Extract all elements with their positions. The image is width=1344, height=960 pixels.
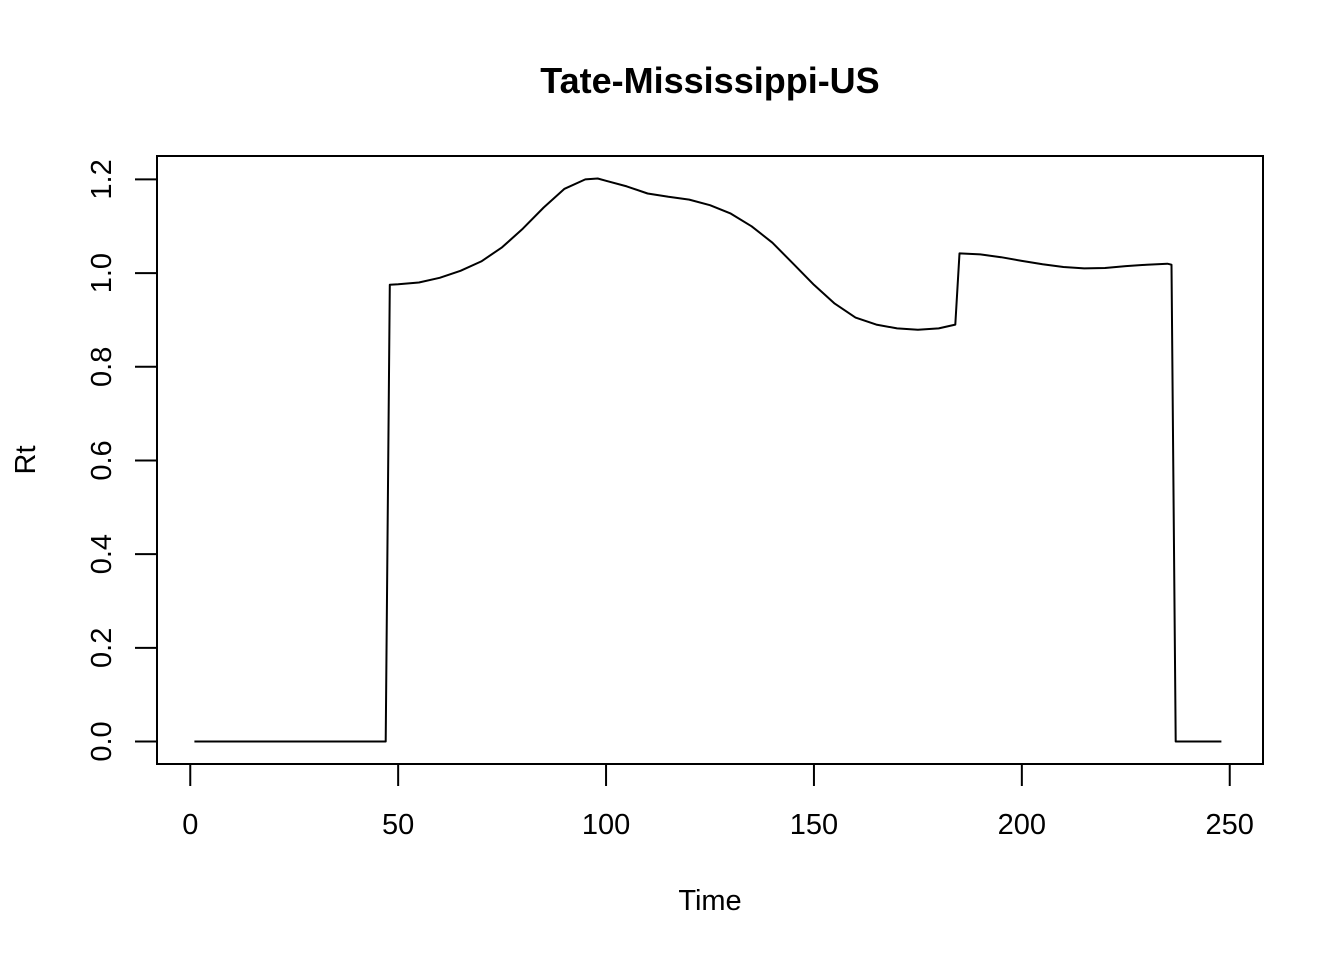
x-tick-label: 0 bbox=[182, 809, 198, 841]
series-line bbox=[194, 177, 1222, 743]
x-tick-label: 150 bbox=[790, 809, 838, 841]
x-tick-label: 100 bbox=[582, 809, 630, 841]
x-tick-label: 200 bbox=[998, 809, 1046, 841]
chart-title: Tate-Mississippi-US bbox=[540, 60, 879, 101]
x-axis: 0 50 100 150 200 250 bbox=[182, 763, 1254, 841]
y-tick-label: 0.4 bbox=[86, 534, 118, 574]
y-tick-label: 1.0 bbox=[86, 253, 118, 293]
y-tick-label: 0.2 bbox=[86, 628, 118, 668]
x-axis-label: Time bbox=[678, 885, 741, 917]
series-group bbox=[194, 177, 1222, 743]
x-tick-label: 50 bbox=[382, 809, 414, 841]
y-tick-label: 1.2 bbox=[86, 159, 118, 199]
y-tick-label: 0.8 bbox=[86, 347, 118, 387]
y-axis: 0.0 0.2 0.4 0.6 0.8 1.0 1.2 bbox=[86, 159, 158, 762]
x-tick-label: 250 bbox=[1206, 809, 1254, 841]
plot-area-border bbox=[156, 155, 1264, 765]
y-tick-label: 0.6 bbox=[86, 440, 118, 480]
y-tick-label: 0.0 bbox=[86, 721, 118, 761]
y-axis-label: Rt bbox=[10, 446, 42, 475]
